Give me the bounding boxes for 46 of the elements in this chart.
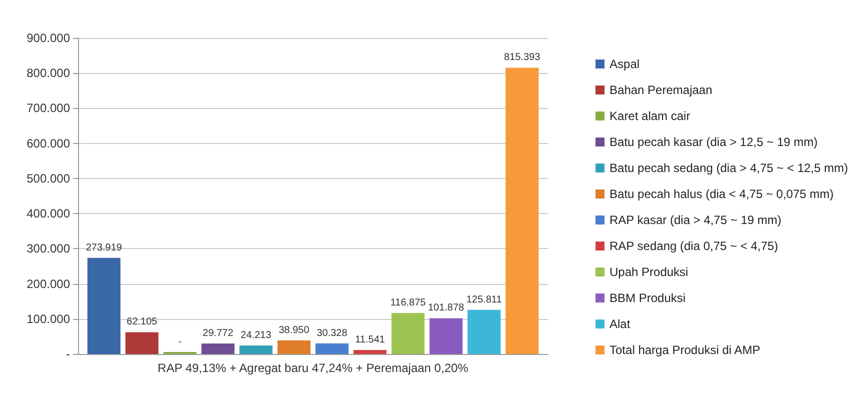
y-tick-label: 600.000 <box>26 136 70 150</box>
legend-label: RAP sedang (dia 0,75 ~ < 4,75) <box>610 239 778 253</box>
bar <box>315 343 349 354</box>
y-tick-label: 300.000 <box>26 242 70 256</box>
data-label: - <box>178 336 182 348</box>
bar <box>277 340 311 354</box>
data-label: 24.213 <box>240 330 272 341</box>
y-tick-label: 500.000 <box>26 171 70 186</box>
legend-label: Batu pecah halus (dia < 4,75 ~ 0,075 mm) <box>610 187 834 201</box>
data-label: 116.875 <box>390 297 426 308</box>
bar <box>468 310 501 354</box>
legend-label: Batu pecah kasar (dia > 12,5 ~ 19 mm) <box>610 135 818 149</box>
y-tick-label: 800.000 <box>26 66 70 80</box>
legend-label: BBM Produksi <box>610 291 686 305</box>
y-tick-label: 900.000 <box>26 31 70 45</box>
data-label: 38.950 <box>278 324 310 336</box>
y-tick-label: 100.000 <box>26 312 70 326</box>
y-tick-label: 700.000 <box>26 101 70 116</box>
data-label: 11.541 <box>355 334 386 346</box>
bar <box>239 346 273 354</box>
data-label: 30.328 <box>316 328 348 339</box>
data-label: 101.878 <box>428 302 465 314</box>
legend-label: Bahan Peremajaan <box>610 83 712 97</box>
x-tick-label: RAP 49,13% + Agregat baru 47,24% + Peremajaan 0,20% <box>158 361 469 375</box>
legend-label: Aspal <box>610 57 640 71</box>
bar <box>506 68 539 354</box>
data-label: 125.811 <box>466 294 502 306</box>
y-tick-label: 400.000 <box>26 206 70 221</box>
bar <box>430 318 463 354</box>
legend-label: Total harga Produksi di AMP <box>610 343 760 357</box>
bar <box>353 350 387 354</box>
data-label: 273.919 <box>86 242 122 254</box>
legend-label: Alat <box>610 317 631 331</box>
legend-label: Upah Produksi <box>610 265 688 279</box>
y-tick-label: - <box>66 347 70 361</box>
bar <box>201 344 234 354</box>
data-label: 815.393 <box>504 52 541 64</box>
data-label: 29.772 <box>202 328 234 340</box>
data-label: 62.105 <box>126 316 158 328</box>
legend-label: Batu pecah sedang (dia > 4,75 ~ < 12,5 mm) <box>610 161 848 175</box>
bar <box>87 258 120 354</box>
legend-label: Karet alam cair <box>610 109 690 123</box>
bar <box>125 332 158 354</box>
y-tick-label: 200.000 <box>26 276 70 291</box>
legend-label: RAP kasar (dia > 4,75 ~ 19 mm) <box>610 213 782 227</box>
bar <box>392 312 425 354</box>
